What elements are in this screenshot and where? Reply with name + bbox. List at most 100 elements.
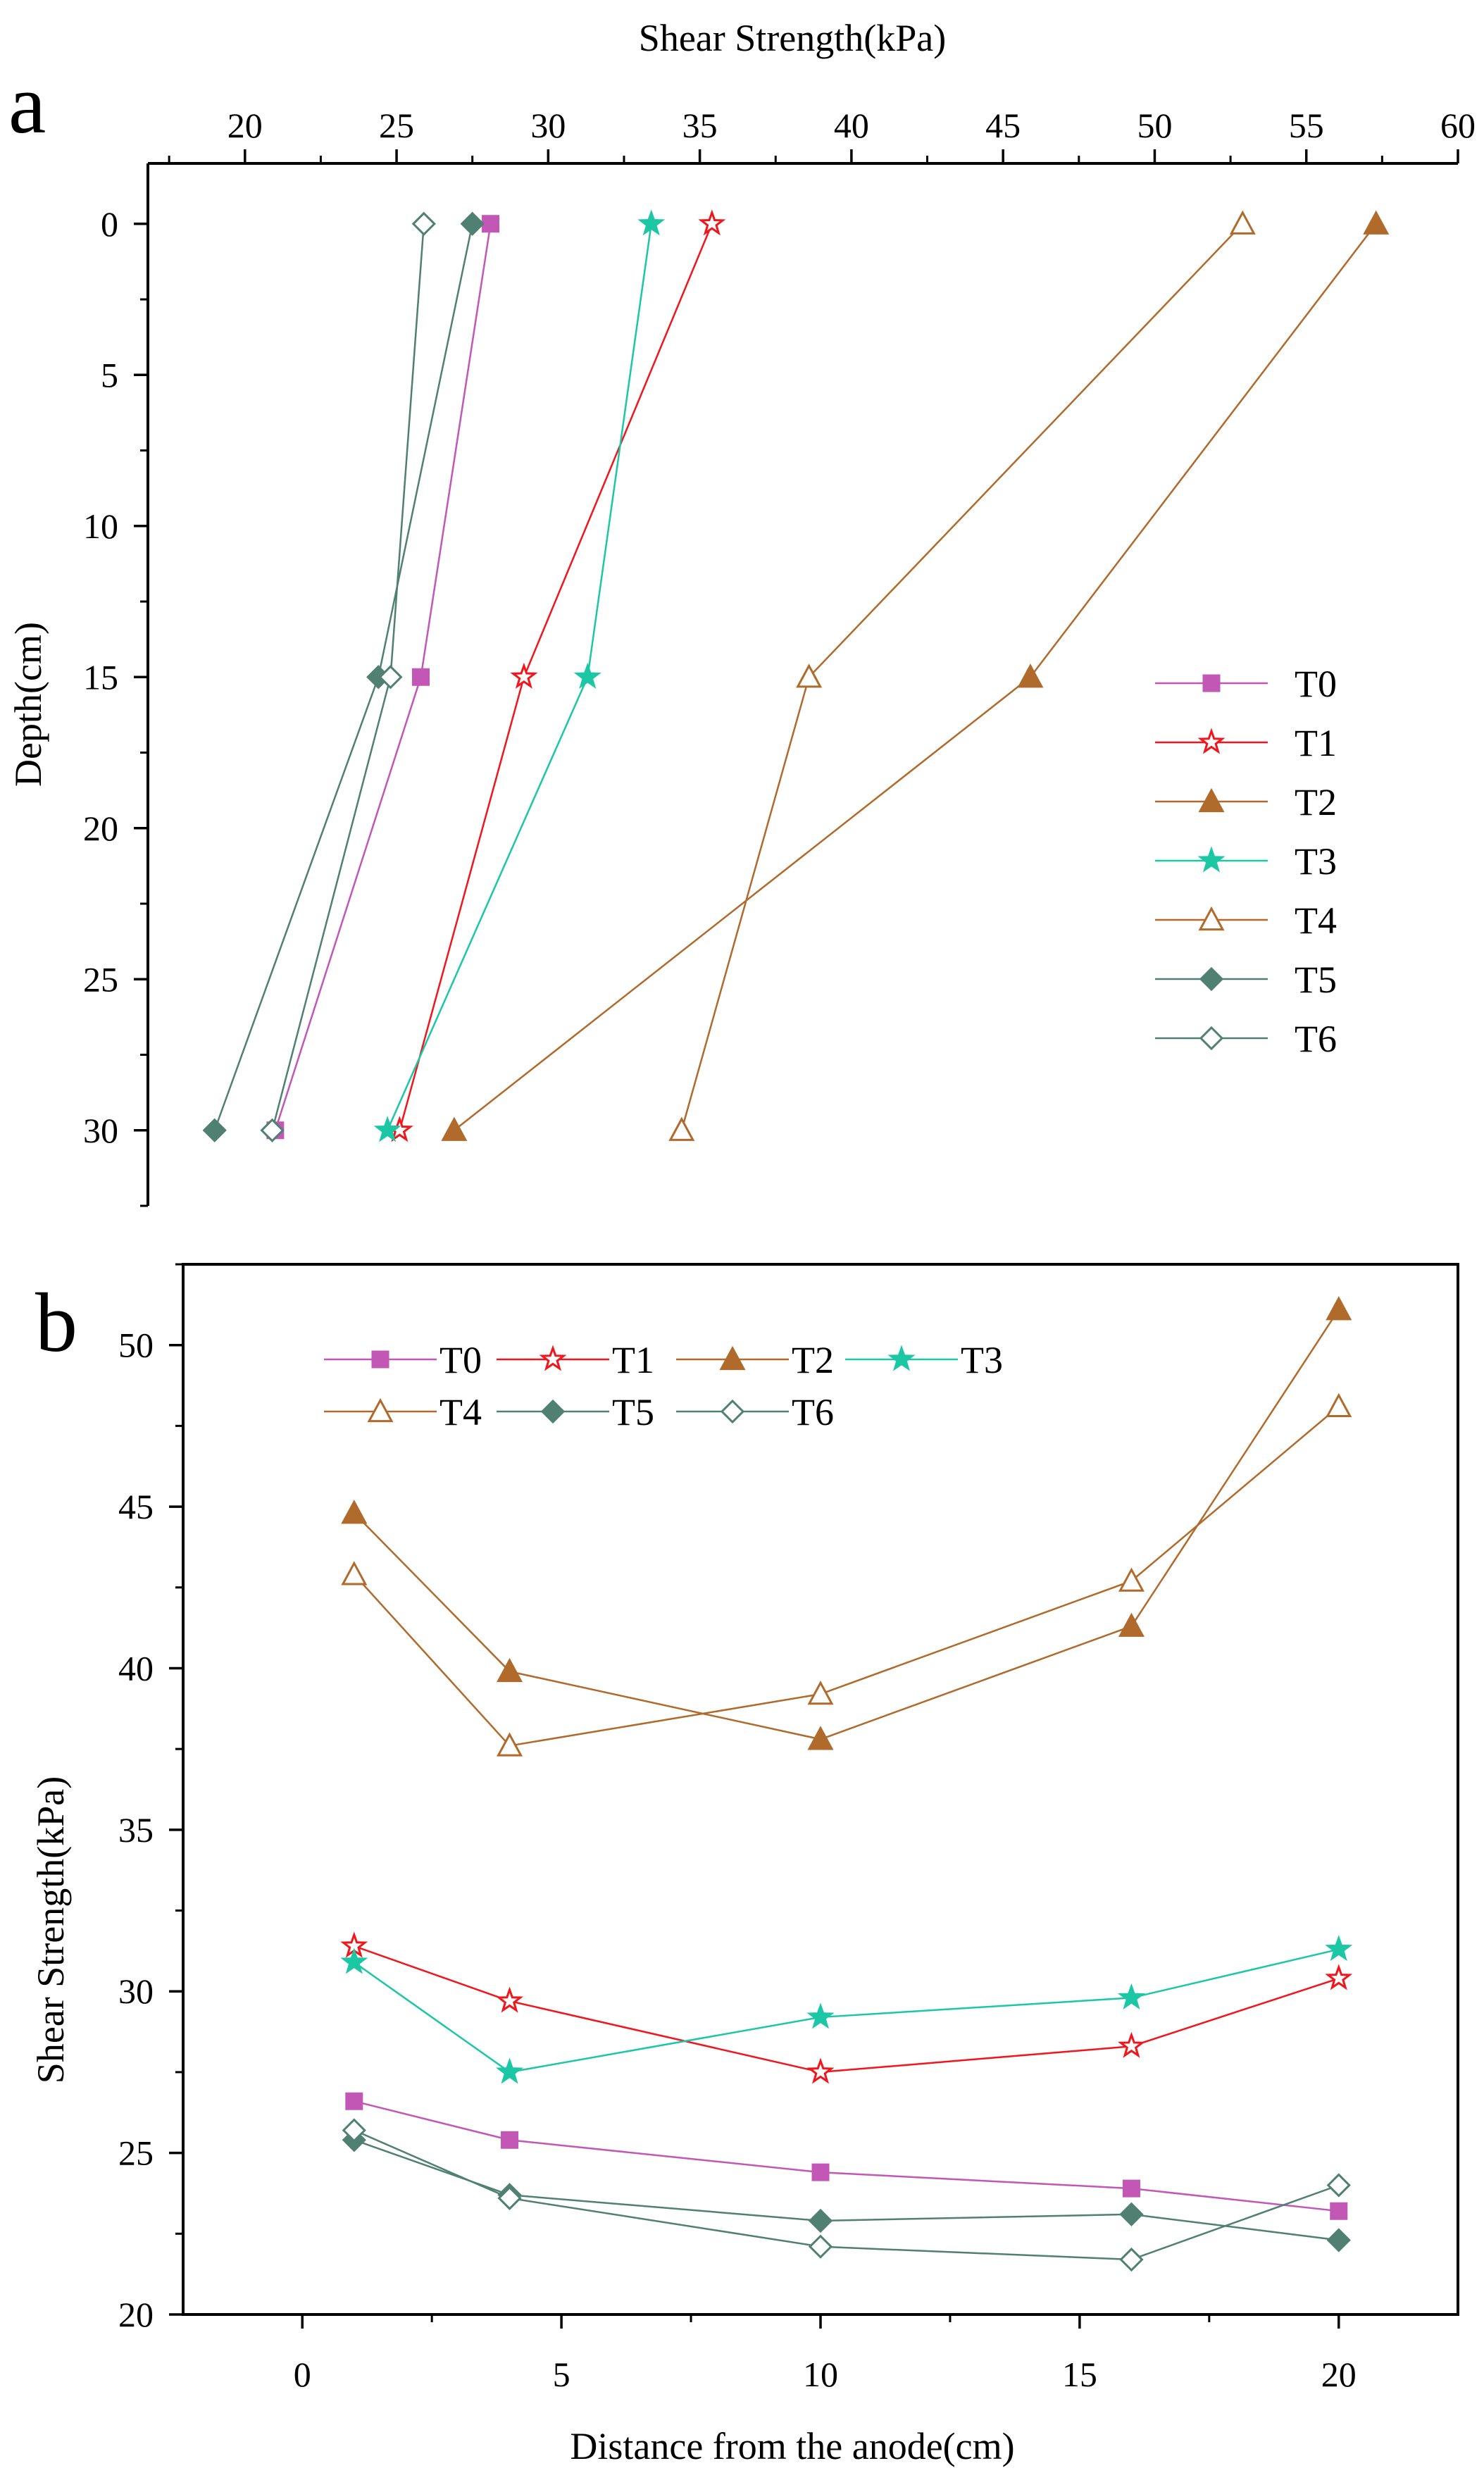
panel-b-legend-label-T3: T3 (961, 1339, 1003, 1381)
panel-b-series-line-T1 (354, 1945, 1340, 2074)
panel-b-point-T4-4 (1326, 1392, 1352, 1417)
panel-a-point-T5-0 (460, 211, 485, 236)
panel-a-x-tick-label: 30 (530, 106, 566, 145)
panel-a-legend: T0 T1 T2 T3 T4 T5 T6 (1155, 663, 1337, 1060)
panel-a-legend-marker-T6 (1199, 1026, 1224, 1051)
panel-b-y-tick-label: 25 (118, 2133, 154, 2173)
panel-b-legend-marker-T6 (720, 1399, 745, 1424)
panel-a-x-tick-label: 55 (1289, 106, 1324, 145)
panel-a-point-T4-2 (668, 1116, 695, 1141)
panel-b-y-tick-label: 35 (118, 1810, 154, 1850)
panel-b-chart: 0 5 10 15 20 20 25 30 35 40 45 50 T0 T1 T2 T3 T4 T5 T6 Di… (30, 1263, 1459, 2467)
panel-b-y-axis-title: Shear Strength(kPa) (30, 1776, 72, 2083)
panel-a-y-tick-label: 30 (83, 1111, 118, 1150)
panel-a-x-tick-label: 20 (227, 106, 263, 145)
panel-b-letter: b (35, 1276, 77, 1369)
panel-b-point-T6-1 (497, 2186, 522, 2210)
panel-a-legend-marker-T3 (1197, 846, 1226, 873)
panel-a-x-tick-label: 45 (985, 106, 1021, 145)
panel-a-legend-marker-T0 (1202, 674, 1221, 692)
panel-a-y-axis-title: Depth(cm) (7, 622, 49, 787)
panel-a-point-T1-1 (510, 662, 538, 689)
panel-a-point-T5-2 (202, 1118, 227, 1142)
panel-b-x-tick-label: 20 (1321, 2355, 1357, 2394)
panel-a-legend-label-T3: T3 (1295, 840, 1337, 883)
panel-a-x-tick-label: 40 (834, 106, 869, 145)
panel-b-point-T4-0 (341, 1561, 368, 1585)
panel-b-point-T3-1 (496, 2057, 524, 2084)
panel-b-point-T2-0 (341, 1500, 368, 1524)
panel-a-y-tick-label: 20 (83, 809, 118, 848)
panel-b-point-T6-3 (1119, 2247, 1144, 2272)
panel-b-y-tick-label: 30 (118, 1971, 154, 2011)
panel-a-point-T4-0 (1229, 210, 1256, 235)
panel-b-legend-label-T4: T4 (439, 1391, 482, 1433)
panel-a-legend-label-T1: T1 (1295, 722, 1337, 764)
panel-b-legend-label-T6: T6 (792, 1391, 834, 1433)
panel-a-legend-label-T6: T6 (1295, 1018, 1337, 1060)
panel-b-point-T3-3 (1117, 1983, 1145, 2009)
panel-a-y-tick-label: 0 (101, 204, 118, 244)
panel-a-legend-label-T4: T4 (1295, 899, 1337, 942)
panel-b-x-tick-label: 0 (294, 2355, 311, 2394)
panel-b-y-tick-label: 40 (118, 1648, 154, 1688)
panel-b-point-T1-3 (1117, 2031, 1145, 2058)
panel-b-point-T3-4 (1325, 1935, 1353, 1962)
panel-a-y-tick-label: 5 (101, 355, 118, 394)
panel-a-series-line-T5 (213, 223, 473, 1131)
panel-a-legend-marker-T1 (1197, 728, 1226, 754)
panel-b-point-T2-3 (1118, 1612, 1145, 1637)
panel-a-point-T6-1 (378, 665, 403, 690)
panel-b-x-tick-label: 5 (553, 2355, 570, 2394)
panel-b-point-T0-4 (1330, 2202, 1348, 2220)
panel-b-point-T6-0 (342, 2118, 366, 2143)
panel-b-legend-marker-T5 (540, 1399, 566, 1424)
panel-b-legend-label-T1: T1 (612, 1339, 654, 1381)
panel-b-x-tick-label: 10 (803, 2355, 838, 2394)
panel-a-series-line-T4 (680, 223, 1244, 1131)
panel-a-legend-marker-T2 (1198, 787, 1225, 813)
panel-b-point-T5-2 (808, 2208, 833, 2233)
panel-a-point-T1-0 (698, 209, 726, 236)
panel-a-point-T0-0 (482, 215, 500, 233)
panel-a-legend-label-T5: T5 (1295, 959, 1337, 1001)
panel-b-point-T6-2 (808, 2234, 833, 2259)
panel-b-y-tick-label: 50 (118, 1326, 154, 1365)
panel-a-x-tick-label: 60 (1440, 106, 1476, 145)
panel-a-point-T3-2 (373, 1116, 401, 1142)
panel-b-legend-marker-T2 (719, 1345, 746, 1371)
panel-b-legend-label-T0: T0 (439, 1339, 482, 1381)
panel-b-legend-marker-T0 (371, 1350, 389, 1369)
panel-a-point-T2-1 (1017, 663, 1044, 688)
panel-a-legend-marker-T4 (1198, 906, 1225, 931)
panel-a-point-T3-0 (637, 209, 666, 236)
panel-a-letter: a (8, 57, 46, 151)
panel-b-series-line-T5 (354, 2139, 1339, 2241)
panel-b-legend-marker-T3 (887, 1345, 916, 1371)
panel-a-legend-label-T0: T0 (1295, 663, 1337, 705)
panel-b-point-T5-3 (1119, 2202, 1144, 2226)
panel-b-point-T3-2 (806, 2002, 835, 2029)
panel-a-x-tick-label: 25 (379, 106, 414, 145)
panel-b-point-T0-0 (345, 2092, 363, 2110)
panel-a-legend-label-T2: T2 (1295, 781, 1337, 823)
panel-b-x-tick-label: 15 (1062, 2355, 1097, 2394)
panel-a-y-tick-label: 15 (83, 657, 118, 697)
panel-b-x-axis-title: Distance from the anode(cm) (570, 2425, 1014, 2467)
panel-a-point-T0-1 (412, 668, 430, 686)
panel-a-point-T6-2 (260, 1118, 285, 1142)
panel-a-point-T4-1 (796, 663, 823, 688)
panel-a-x-tick-label: 35 (682, 106, 718, 145)
panel-a-x-tick-label: 50 (1137, 106, 1172, 145)
panel-b-legend-marker-T1 (539, 1345, 567, 1371)
panel-b-point-T3-0 (340, 1948, 368, 1974)
panel-b-point-T0-1 (501, 2131, 519, 2149)
panel-b-point-T4-2 (807, 1681, 834, 1705)
panel-a-y-tick-label: 25 (83, 959, 118, 999)
panel-b-point-T4-3 (1118, 1567, 1145, 1592)
panel-b-point-T1-2 (806, 2057, 835, 2084)
panel-a-series-line-T1 (399, 223, 713, 1131)
panel-a-point-T2-2 (441, 1116, 468, 1141)
